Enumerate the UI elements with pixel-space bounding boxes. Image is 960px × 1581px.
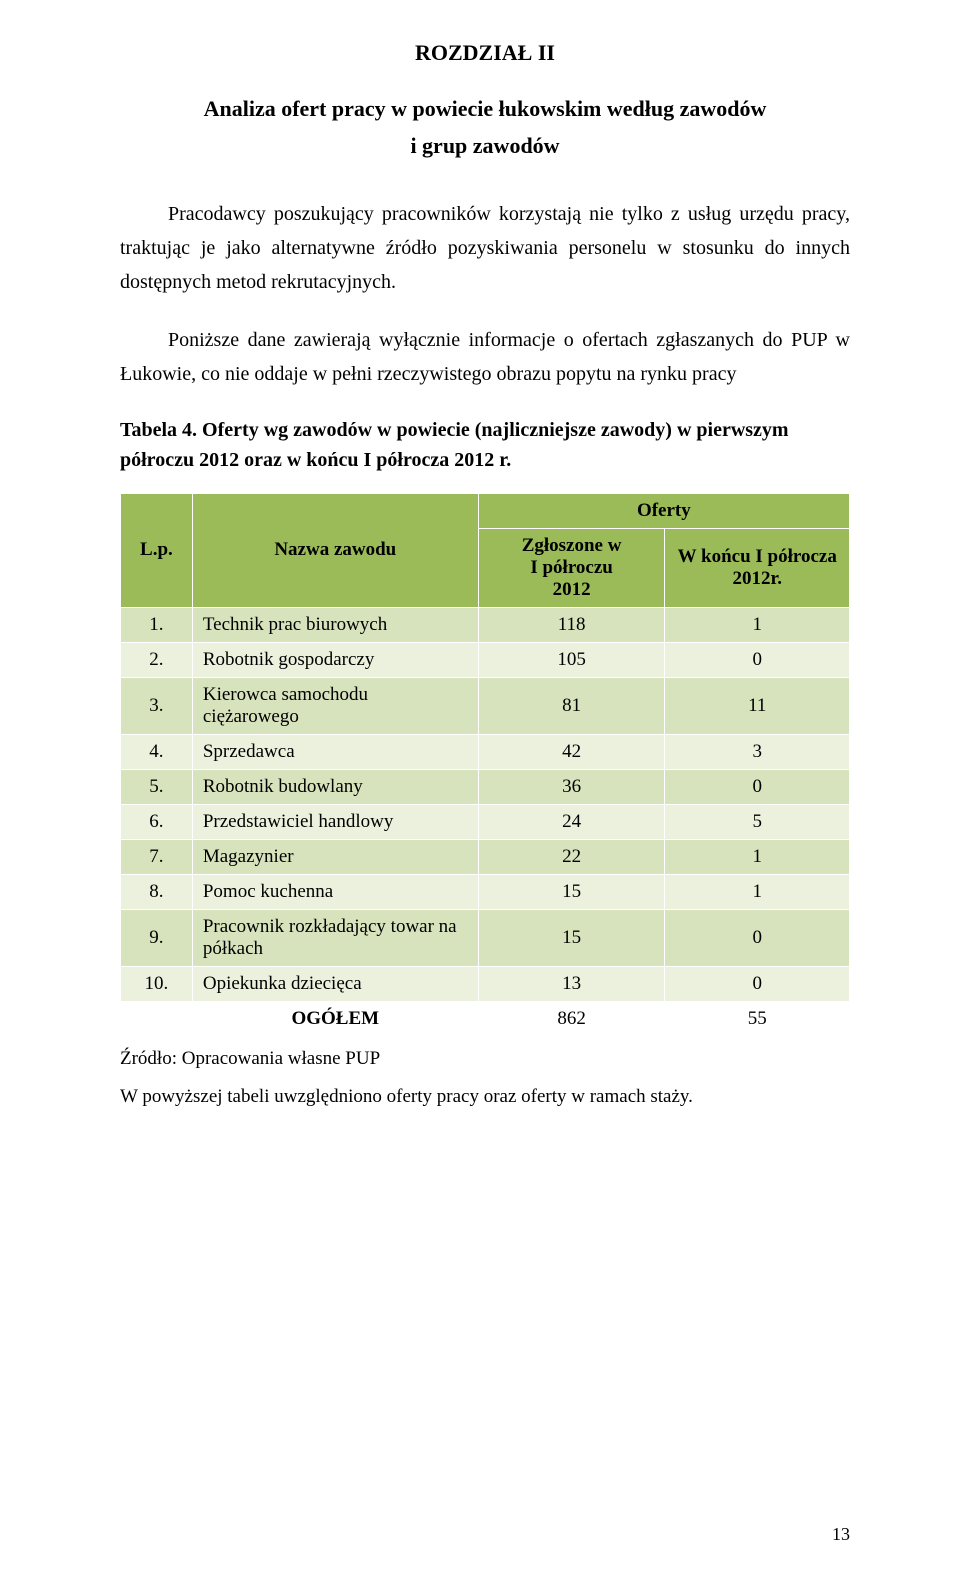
cell-zg: 13 [478, 966, 665, 1001]
section-title-line2: i grup zawodów [410, 133, 559, 158]
header-end-line1: W końcu I półrocza [678, 546, 837, 567]
cell-zg: 24 [478, 804, 665, 839]
source-line: Źródło: Opracowania własne PUP [120, 1043, 850, 1075]
table-row: 5. Robotnik budowlany 36 0 [121, 769, 850, 804]
cell-lp: 5. [121, 769, 193, 804]
table-row: 6. Przedstawiciel handlowy 24 5 [121, 804, 850, 839]
table-row: 10. Opiekunka dziecięca 13 0 [121, 966, 850, 1001]
cell-name: Robotnik budowlany [192, 769, 478, 804]
cell-end: 0 [665, 642, 850, 677]
cell-lp: 2. [121, 642, 193, 677]
cell-end: 0 [665, 769, 850, 804]
cell-zg: 36 [478, 769, 665, 804]
cell-lp: 9. [121, 909, 193, 966]
header-zg-line3: 2012 [553, 579, 591, 600]
cell-lp: 7. [121, 839, 193, 874]
offers-table-body: 1. Technik prac biurowych 118 1 2. Robot… [121, 607, 850, 1036]
paragraph-2: Poniższe dane zawierają wyłącznie inform… [120, 323, 850, 391]
header-lp: L.p. [121, 493, 193, 607]
table-row: 7. Magazynier 22 1 [121, 839, 850, 874]
cell-end: 1 [665, 874, 850, 909]
cell-name: Sprzedawca [192, 734, 478, 769]
cell-name: Magazynier [192, 839, 478, 874]
cell-end: 5 [665, 804, 850, 839]
table-caption: Tabela 4. Oferty wg zawodów w powiecie (… [120, 415, 850, 475]
cell-name: Opiekunka dziecięca [192, 966, 478, 1001]
total-label: OGÓŁEM [192, 1001, 478, 1036]
paragraph-1: Pracodawcy poszukujący pracowników korzy… [120, 197, 850, 299]
cell-name: Kierowca samochodu ciężarowego [192, 677, 478, 734]
table-row: 9. Pracownik rozkładający towar na półka… [121, 909, 850, 966]
note-line: W powyższej tabeli uwzględniono oferty p… [120, 1081, 850, 1113]
cell-end: 1 [665, 839, 850, 874]
chapter-title: ROZDZIAŁ II [120, 40, 850, 66]
cell-name: Pracownik rozkładający towar na półkach [192, 909, 478, 966]
cell-zg: 22 [478, 839, 665, 874]
total-zg: 862 [478, 1001, 665, 1036]
cell-zg: 42 [478, 734, 665, 769]
header-name: Nazwa zawodu [192, 493, 478, 607]
page: ROZDZIAŁ II Analiza ofert pracy w powiec… [0, 0, 960, 1581]
cell-end: 3 [665, 734, 850, 769]
table-row: 2. Robotnik gospodarczy 105 0 [121, 642, 850, 677]
cell-end: 0 [665, 909, 850, 966]
cell-zg: 15 [478, 909, 665, 966]
cell-lp: 6. [121, 804, 193, 839]
table-row: 1. Technik prac biurowych 118 1 [121, 607, 850, 642]
offers-table: L.p. Nazwa zawodu Oferty Zgłoszone w I p… [120, 493, 850, 1037]
cell-zg: 118 [478, 607, 665, 642]
section-title: Analiza ofert pracy w powiecie łukowskim… [120, 90, 850, 165]
total-empty [121, 1001, 193, 1036]
header-oferty: Oferty [478, 493, 849, 528]
cell-name: Przedstawiciel handlowy [192, 804, 478, 839]
section-title-line1: Analiza ofert pracy w powiecie łukowskim… [204, 96, 767, 121]
cell-name: Technik prac biurowych [192, 607, 478, 642]
cell-lp: 1. [121, 607, 193, 642]
header-end-line2: 2012r. [733, 568, 782, 589]
cell-name: Robotnik gospodarczy [192, 642, 478, 677]
table-row: 8. Pomoc kuchenna 15 1 [121, 874, 850, 909]
cell-zg: 81 [478, 677, 665, 734]
offers-table-head: L.p. Nazwa zawodu Oferty Zgłoszone w I p… [121, 493, 850, 607]
cell-lp: 3. [121, 677, 193, 734]
cell-lp: 10. [121, 966, 193, 1001]
total-row: OGÓŁEM 862 55 [121, 1001, 850, 1036]
cell-lp: 4. [121, 734, 193, 769]
cell-name: Pomoc kuchenna [192, 874, 478, 909]
header-koncu: W końcu I półrocza 2012r. [665, 528, 850, 607]
table-row: 3. Kierowca samochodu ciężarowego 81 11 [121, 677, 850, 734]
cell-end: 0 [665, 966, 850, 1001]
cell-end: 11 [665, 677, 850, 734]
cell-zg: 15 [478, 874, 665, 909]
cell-lp: 8. [121, 874, 193, 909]
header-zg-line2: I półroczu [530, 557, 613, 578]
header-zgloszone: Zgłoszone w I półroczu 2012 [478, 528, 665, 607]
table-row: 4. Sprzedawca 42 3 [121, 734, 850, 769]
total-end: 55 [665, 1001, 850, 1036]
cell-zg: 105 [478, 642, 665, 677]
cell-end: 1 [665, 607, 850, 642]
page-number: 13 [832, 1524, 850, 1545]
header-zg-line1: Zgłoszone w [522, 535, 622, 556]
